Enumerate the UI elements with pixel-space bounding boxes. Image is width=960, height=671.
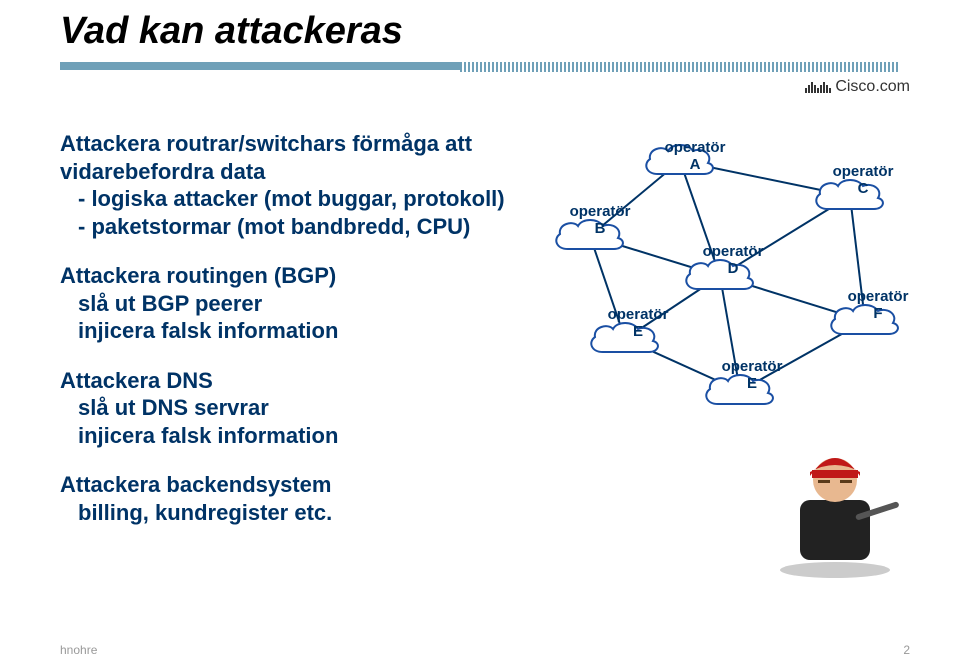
bullet-sub: injicera falsk information (78, 317, 560, 345)
cisco-logo: Cisco.com (805, 78, 910, 96)
bullet-head: Attackera DNS (60, 368, 213, 393)
cisco-text: Cisco.com (835, 78, 910, 96)
diagram-node-label: operatörD (693, 244, 773, 277)
diagram-node-label: operatörC (823, 164, 903, 197)
bullet-item: Attackera routrar/switchars förmåga att … (60, 130, 560, 240)
bullet-item: Attackera routingen (BGP) slå ut BGP pee… (60, 262, 560, 345)
diagram-node-label: operatörE (598, 307, 678, 340)
bullet-head: Attackera routrar/switchars förmåga att … (60, 131, 472, 184)
bullet-sub: slå ut BGP peerer (78, 290, 560, 318)
bullet-sub: billing, kundregister etc. (78, 499, 560, 527)
slide-title: Vad kan attackeras (60, 10, 403, 53)
bullet-content: Attackera routrar/switchars förmåga att … (60, 130, 560, 548)
diagram-node-label: operatörB (560, 204, 640, 237)
title-rule-solid (60, 62, 460, 70)
diagram-node-label: operatörA (655, 140, 735, 173)
title-rule (60, 62, 900, 76)
cisco-bars-icon (805, 82, 831, 93)
footer-page-number: 2 (903, 643, 910, 657)
title-rule-hatch (460, 62, 900, 72)
diagram-node-label: operatörF (838, 289, 918, 322)
hacker-illustration (760, 430, 910, 580)
diagram-node-label: operatörE (712, 359, 792, 392)
bullet-item: Attackera backendsystem billing, kundreg… (60, 471, 560, 526)
bullet-head: Attackera backendsystem (60, 472, 331, 497)
bullet-sub: slå ut DNS servrar (78, 394, 560, 422)
bullet-item: Attackera DNS slå ut DNS servrar injicer… (60, 367, 560, 450)
footer-author: hnohre (60, 643, 97, 657)
bullet-head: Attackera routingen (BGP) (60, 263, 336, 288)
bullet-sub: - paketstormar (mot bandbredd, CPU) (78, 213, 560, 241)
bullet-sub: injicera falsk information (78, 422, 560, 450)
bullet-sub: - logiska attacker (mot buggar, protokol… (78, 185, 560, 213)
